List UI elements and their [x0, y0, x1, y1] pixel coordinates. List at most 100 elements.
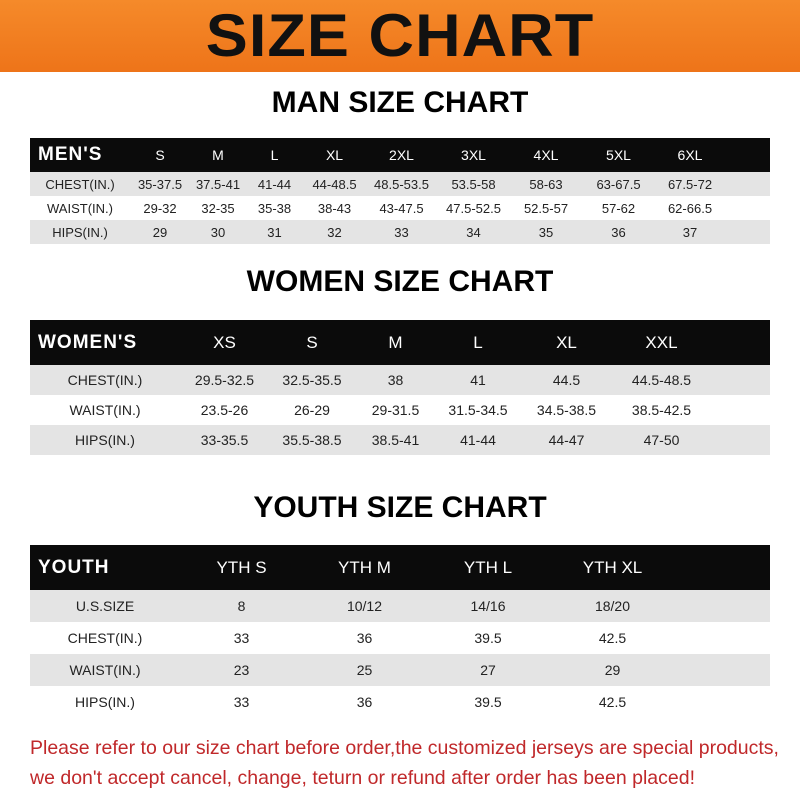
size-column-header: 6XL — [655, 138, 725, 172]
size-column-header: S — [130, 138, 190, 172]
measurement-label: CHEST(IN.) — [67, 630, 143, 646]
size-value: 37 — [655, 220, 725, 244]
size-value: 38.5-42.5 — [631, 402, 692, 418]
size-column-header: XL — [520, 320, 613, 365]
size-column-header: XS — [180, 320, 269, 365]
size-value: 26-29 — [294, 402, 330, 418]
size-value: 18/20 — [550, 590, 675, 622]
size-column-header: 4XL — [510, 138, 582, 172]
size-value: 32 — [303, 220, 366, 244]
size-value: 31.5-34.5 — [448, 402, 508, 418]
measurement-label: WAIST(IN.) — [69, 402, 141, 418]
size-value: 33 — [233, 694, 250, 710]
table-category-label: YOUTH — [30, 545, 180, 590]
size-value — [710, 425, 770, 455]
size-value: 57-62 — [601, 200, 636, 216]
size-value: 36 — [356, 630, 373, 646]
notice-line-1: Please refer to our size chart before or… — [30, 737, 779, 759]
size-value: 58-63 — [510, 172, 582, 196]
size-value: 34 — [437, 220, 510, 244]
size-value: 31 — [246, 220, 303, 244]
size-value: 52.5-57 — [523, 200, 569, 216]
size-value: 38.5-41 — [355, 425, 436, 455]
size-value: 25 — [303, 654, 426, 686]
size-value: 23.5-26 — [200, 402, 249, 418]
size-value: 43-47.5 — [379, 200, 424, 216]
size-value: 33-35.5 — [180, 425, 269, 455]
table-row: U.S.SIZE 8 10/12 14/16 18/20 — [30, 590, 770, 622]
size-value — [725, 172, 770, 196]
size-value: 32.5-35.5 — [269, 365, 355, 395]
size-value: 35-37.5 — [130, 172, 190, 196]
size-value — [725, 196, 770, 220]
size-value: 42.5 — [598, 630, 627, 646]
measurement-label: CHEST(IN.) — [30, 172, 130, 196]
table-row: CHEST(IN.) 35-37.5 37.5-41 41-44 44-48.5 48.5… — [30, 172, 770, 196]
size-column-header — [725, 138, 770, 172]
header-row: MEN'S S M L XL 2XL 3XL 4XL 5XL 6XL — [30, 138, 770, 172]
size-value — [675, 590, 770, 622]
size-value: 67.5-72 — [655, 172, 725, 196]
table-row: CHEST(IN.) 29.5-32.5 32.5-35.5 38 41 44.5 44.5… — [30, 365, 770, 395]
men-chart-title: MAN SIZE CHART — [271, 86, 529, 119]
size-column-header: 5XL — [582, 138, 655, 172]
measurement-label: CHEST(IN.) — [30, 365, 180, 395]
size-column-header: YTH S — [180, 545, 303, 590]
size-column-header: L — [436, 320, 520, 365]
women-size-table: WOMEN'S XS S M L XL XXL CHEST(IN.) 29.5-32.5 32.5… — [30, 320, 770, 455]
size-column-header: M — [190, 138, 246, 172]
size-column-header: XL — [303, 138, 366, 172]
size-value: 29 — [130, 220, 190, 244]
size-value — [710, 365, 770, 395]
size-value: 39.5 — [474, 630, 502, 646]
size-value: 44.5-48.5 — [613, 365, 710, 395]
size-value: 27 — [426, 654, 550, 686]
table-row: HIPS(IN.) 33-35.5 35.5-38.5 38.5-41 41-44 44-… — [30, 425, 770, 455]
size-value: 29-31.5 — [371, 402, 420, 418]
women-chart-title: WOMEN SIZE CHART — [246, 265, 554, 298]
table-row: WAIST(IN.) 29-32 32-35 35-38 38-43 43-47.5 47.… — [30, 196, 770, 220]
size-value: 53.5-58 — [437, 172, 510, 196]
size-value: 34.5-38.5 — [536, 402, 597, 418]
size-column-header: XXL — [613, 320, 710, 365]
size-value — [675, 654, 770, 686]
size-value: 33 — [366, 220, 437, 244]
notice-line-2: we don't accept cancel, change, teturn o… — [30, 767, 695, 789]
size-column-header: S — [269, 320, 355, 365]
men-size-table: MEN'S S M L XL 2XL 3XL 4XL 5XL 6XL CHEST(IN.) 35-37… — [30, 138, 770, 244]
size-value: 48.5-53.5 — [366, 172, 437, 196]
size-value: 35 — [510, 220, 582, 244]
size-value: 44.5 — [520, 365, 613, 395]
size-value: 35.5-38.5 — [269, 425, 355, 455]
table-row: WAIST(IN.) 23.5-26 26-29 29-31.5 31.5-34.5 34… — [30, 395, 770, 425]
size-column-header: YTH XL — [550, 545, 675, 590]
size-value: 10/12 — [303, 590, 426, 622]
size-value: 29-32 — [143, 200, 177, 216]
measurement-label: WAIST(IN.) — [47, 200, 113, 216]
table-row: CHEST(IN.) 33 36 39.5 42.5 — [30, 622, 770, 654]
header-row: YOUTH YTH S YTH M YTH L YTH XL — [30, 545, 770, 590]
table-category-label: MEN'S — [30, 138, 130, 172]
size-value: 41-44 — [436, 425, 520, 455]
size-column-header — [710, 320, 770, 365]
size-column-header — [675, 545, 770, 590]
measurement-label: HIPS(IN.) — [30, 425, 180, 455]
measurement-label: U.S.SIZE — [30, 590, 180, 622]
size-column-header: L — [246, 138, 303, 172]
size-value: 38 — [355, 365, 436, 395]
size-value — [710, 395, 770, 425]
size-column-header: YTH M — [303, 545, 426, 590]
size-value: 35-38 — [257, 200, 292, 216]
measurement-label: HIPS(IN.) — [75, 694, 135, 710]
size-value: 36 — [356, 694, 373, 710]
size-value: 33 — [233, 630, 250, 646]
size-value: 37.5-41 — [190, 172, 246, 196]
size-column-header: 3XL — [437, 138, 510, 172]
size-value: 29 — [550, 654, 675, 686]
size-value: 41 — [436, 365, 520, 395]
measurement-label: HIPS(IN.) — [30, 220, 130, 244]
size-value: 23 — [180, 654, 303, 686]
banner: SIZE CHART — [0, 0, 800, 72]
header-row: WOMEN'S XS S M L XL XXL — [30, 320, 770, 365]
size-value: 47-50 — [613, 425, 710, 455]
